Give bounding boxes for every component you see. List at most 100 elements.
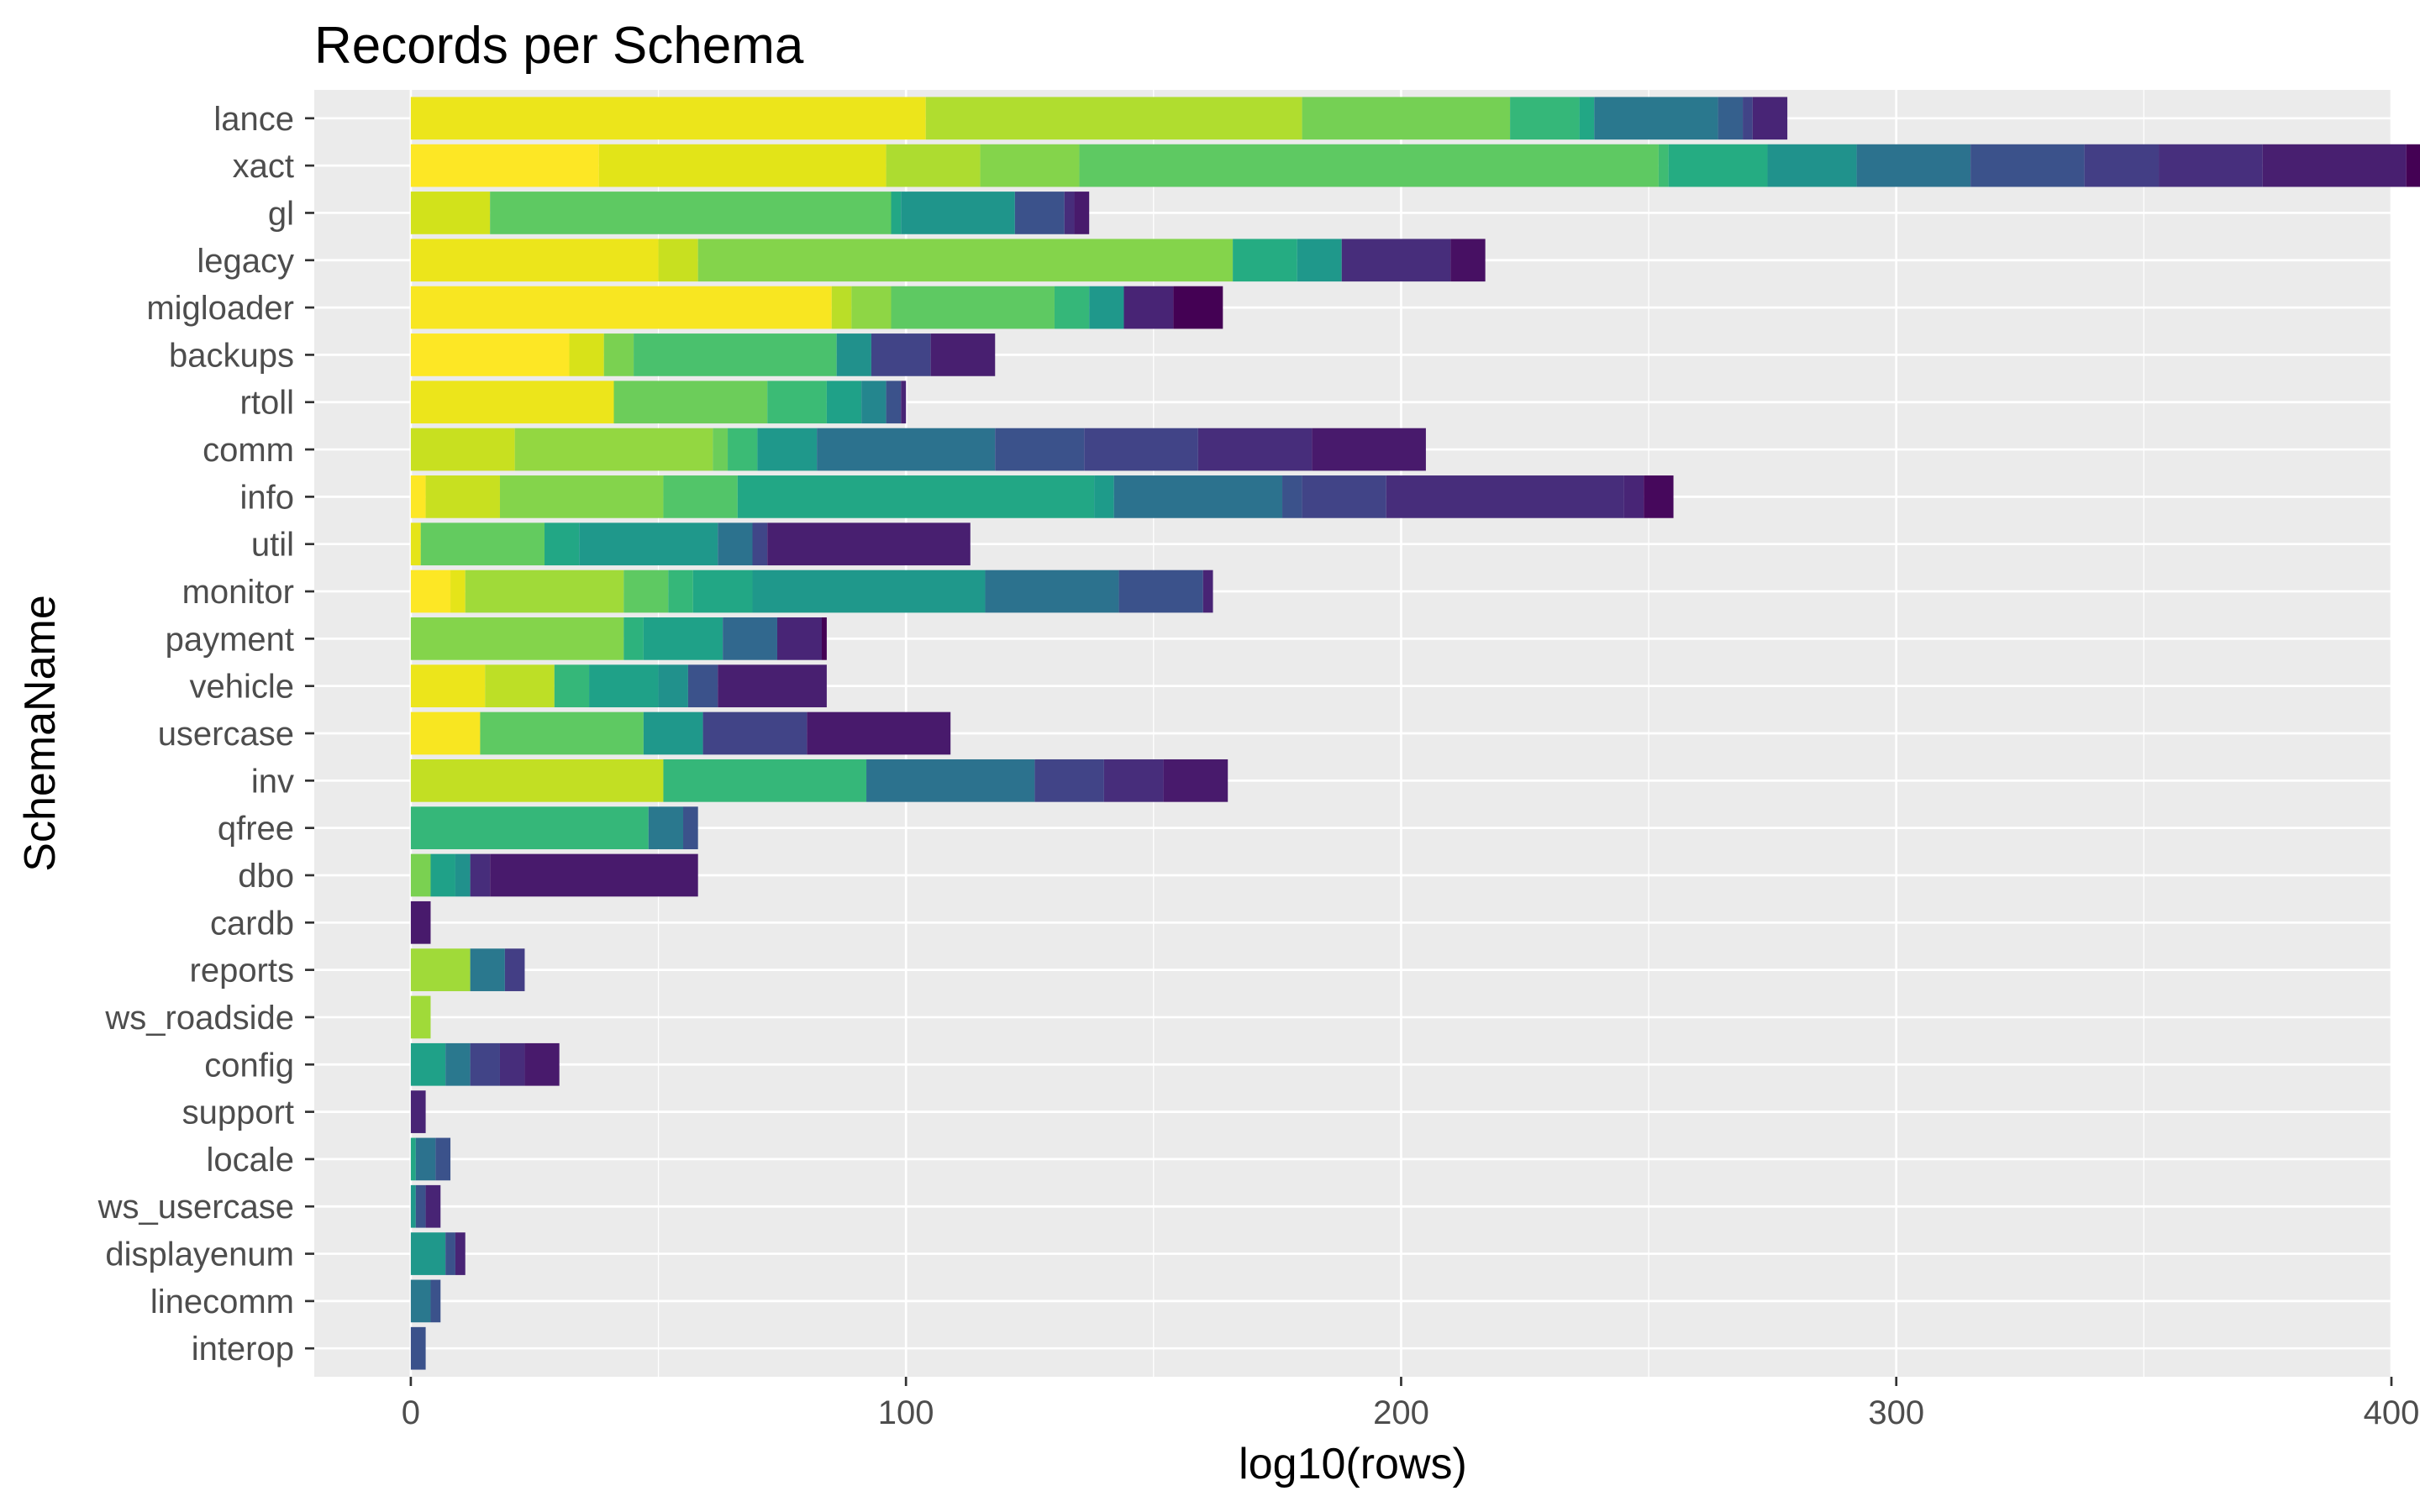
bar-stack-legacy (410, 239, 1486, 282)
bar-segment (410, 617, 624, 660)
bar-stack-info (410, 475, 1674, 518)
bar-segment (886, 381, 902, 424)
bar-segment (728, 428, 758, 471)
bar-segment (767, 381, 827, 424)
bar-segment (504, 948, 525, 991)
bar-segment (1302, 97, 1511, 140)
y-tick-label: xact (233, 148, 294, 185)
bar-segment (603, 333, 634, 376)
bar-segment (901, 192, 1015, 234)
y-axis: lance xact gl legacy migloader backups rtoll co… (97, 101, 314, 1368)
bar-segment (435, 1137, 451, 1181)
bar-stack-ws_usercase (410, 1184, 441, 1228)
bar-segment (1064, 192, 1075, 234)
y-tick-label: info (240, 479, 295, 516)
bar-segment (718, 522, 753, 566)
x-tick-label: 300 (1868, 1394, 1924, 1431)
bar-stack-backups (410, 333, 996, 376)
x-axis-title: log10(rows) (1239, 1440, 1467, 1488)
y-tick-label: gl (268, 195, 294, 232)
bar-segment (687, 664, 718, 708)
bar-segment (598, 144, 886, 187)
bar-segment (836, 333, 871, 376)
bar-segment (767, 522, 971, 566)
bar-segment (425, 1184, 441, 1228)
bar-segment (723, 617, 777, 660)
bar-segment (713, 428, 729, 471)
bar-stack-ws_roadside (410, 995, 431, 1039)
y-tick-label: displayenum (105, 1236, 294, 1273)
bar-segment (410, 995, 431, 1039)
bar-segment (658, 664, 688, 708)
y-tick-label: rtoll (240, 385, 294, 422)
bar-segment (425, 475, 500, 518)
bar-segment (1718, 97, 1744, 140)
bar-segment (415, 1184, 426, 1228)
bar-segment (776, 617, 823, 660)
bar-segment (410, 192, 491, 234)
bar-segment (851, 286, 892, 329)
bar-segment (1074, 192, 1090, 234)
y-tick-label: comm (203, 432, 294, 469)
bar-segment (410, 381, 614, 424)
bar-stack-comm (410, 428, 1426, 471)
bar-segment (826, 381, 862, 424)
bar-segment (1123, 286, 1174, 329)
bar-segment (1510, 97, 1580, 140)
bar-segment (891, 192, 902, 234)
bar-segment (1594, 97, 1718, 140)
bar-segment (514, 428, 713, 471)
bar-segment (1767, 144, 1857, 187)
bar-stack-monitor (410, 570, 1213, 613)
bar-stack-interop (410, 1326, 426, 1370)
bar-segment (579, 522, 718, 566)
bar-segment (455, 853, 471, 897)
bar-segment (415, 1137, 436, 1181)
bar-segment (2262, 144, 2407, 187)
bar-segment (410, 570, 451, 613)
bar-segment (1297, 239, 1342, 282)
bar-segment (737, 475, 1095, 518)
bar-segment (925, 97, 1302, 140)
bar-segment (663, 475, 738, 518)
bar-segment (643, 711, 703, 755)
bar-segment (410, 853, 431, 897)
bar-segment (430, 1279, 441, 1323)
bar-segment (410, 711, 481, 755)
bar-segment (490, 192, 892, 234)
chart-title: Records per Schema (314, 17, 804, 75)
y-tick-label: cardb (210, 905, 294, 942)
bar-segment (410, 1090, 426, 1133)
bar-segment (1089, 286, 1124, 329)
bar-segment (1202, 570, 1213, 613)
bar-segment (1197, 428, 1313, 471)
bar-segment (658, 239, 698, 282)
bars (410, 97, 2420, 1370)
bar-segment (891, 286, 1055, 329)
bar-segment (1658, 144, 1669, 187)
bar-segment (1084, 428, 1198, 471)
bar-stack-config (410, 1042, 560, 1086)
bar-segment (718, 664, 827, 708)
y-tick-label: lance (213, 101, 294, 138)
bar-segment (831, 286, 852, 329)
bar-segment (752, 522, 768, 566)
y-tick-label: migloader (146, 290, 294, 327)
bar-segment (757, 428, 818, 471)
bar-segment (485, 664, 555, 708)
bar-stack-payment (410, 617, 827, 660)
bar-stack-vehicle (410, 664, 827, 708)
bar-segment (524, 1042, 560, 1086)
y-tick-label: interop (192, 1331, 294, 1368)
y-tick-label: backups (169, 337, 294, 374)
bar-segment (1173, 286, 1223, 329)
bar-segment (822, 617, 827, 660)
bar-segment (410, 428, 515, 471)
bar-segment (901, 381, 907, 424)
bar-segment (1282, 475, 1302, 518)
x-tick-label: 0 (402, 1394, 420, 1431)
bar-segment (445, 1232, 455, 1275)
bar-segment (554, 664, 590, 708)
bar-segment (866, 759, 1035, 802)
bar-stack-migloader (410, 286, 1223, 329)
